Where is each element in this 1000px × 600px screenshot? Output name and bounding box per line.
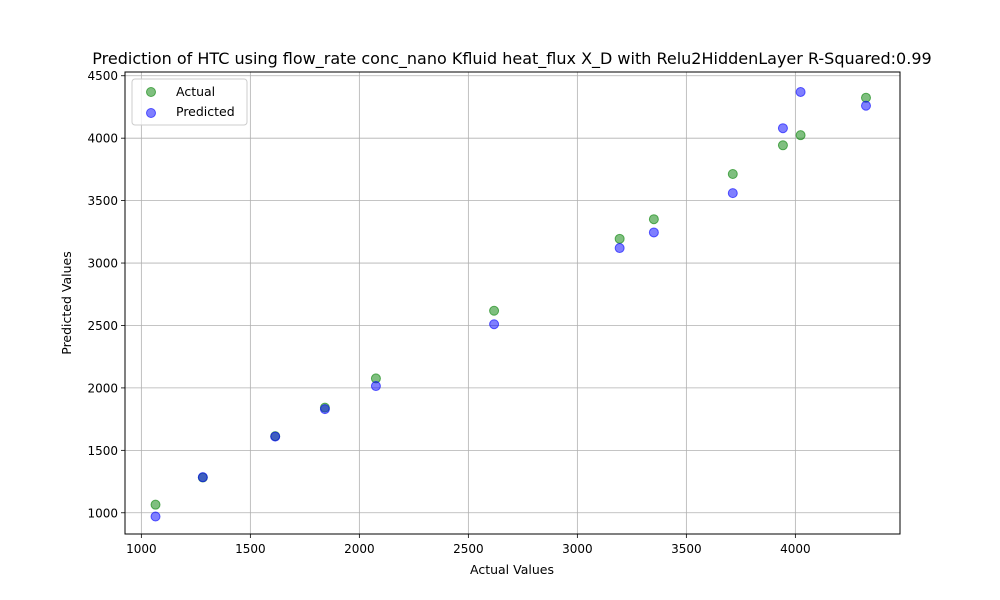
x-axis-label: Actual Values bbox=[470, 562, 554, 577]
legend-box bbox=[131, 78, 248, 126]
point-predicted bbox=[614, 243, 625, 254]
point-actual bbox=[614, 233, 625, 244]
y-tick-label: 1500 bbox=[87, 444, 118, 458]
point-predicted bbox=[727, 188, 738, 199]
point-actual bbox=[150, 499, 161, 510]
point-predicted bbox=[795, 86, 806, 97]
x-tick-label: 1500 bbox=[235, 542, 266, 556]
point-actual bbox=[777, 140, 788, 151]
point-predicted bbox=[319, 404, 330, 415]
x-tick-label: 2500 bbox=[453, 542, 484, 556]
legend: Actual Predicted bbox=[131, 78, 248, 126]
point-predicted bbox=[777, 123, 788, 134]
point-predicted bbox=[648, 227, 659, 238]
point-actual bbox=[727, 169, 738, 180]
point-actual bbox=[648, 214, 659, 225]
data-points bbox=[150, 86, 871, 522]
x-tick-label: 3500 bbox=[671, 542, 702, 556]
legend-marker-actual bbox=[146, 87, 156, 97]
chart-title: Prediction of HTC using flow_rate conc_n… bbox=[92, 49, 931, 69]
point-predicted bbox=[150, 511, 161, 522]
point-predicted bbox=[370, 381, 381, 392]
point-predicted bbox=[197, 472, 208, 483]
y-tick-label: 2000 bbox=[87, 381, 118, 395]
legend-label-predicted: Predicted bbox=[176, 104, 235, 119]
x-tick-label: 4000 bbox=[780, 542, 811, 556]
point-predicted bbox=[489, 319, 500, 330]
x-tick-label: 3000 bbox=[562, 542, 593, 556]
y-tick-label: 4000 bbox=[87, 132, 118, 146]
plot-area-frame bbox=[124, 71, 901, 535]
y-tick-label: 3500 bbox=[87, 194, 118, 208]
y-axis-label: Predicted Values bbox=[59, 251, 74, 355]
point-actual bbox=[489, 305, 500, 316]
x-tick-label: 2000 bbox=[344, 542, 375, 556]
legend-label-actual: Actual bbox=[176, 84, 215, 99]
axis-ticks: 1000 1500 2000 2500 3000 3500 4000 1000 1500 2000… bbox=[87, 69, 810, 556]
y-tick-label: 3000 bbox=[87, 257, 118, 271]
x-tick-label: 1000 bbox=[126, 542, 157, 556]
point-actual bbox=[795, 130, 806, 141]
grid bbox=[125, 72, 900, 534]
point-predicted bbox=[860, 100, 871, 111]
y-tick-label: 1000 bbox=[87, 506, 118, 520]
legend-marker-predicted bbox=[146, 108, 156, 118]
y-tick-label: 4500 bbox=[87, 69, 118, 83]
point-predicted bbox=[270, 431, 281, 442]
y-tick-label: 2500 bbox=[87, 319, 118, 333]
